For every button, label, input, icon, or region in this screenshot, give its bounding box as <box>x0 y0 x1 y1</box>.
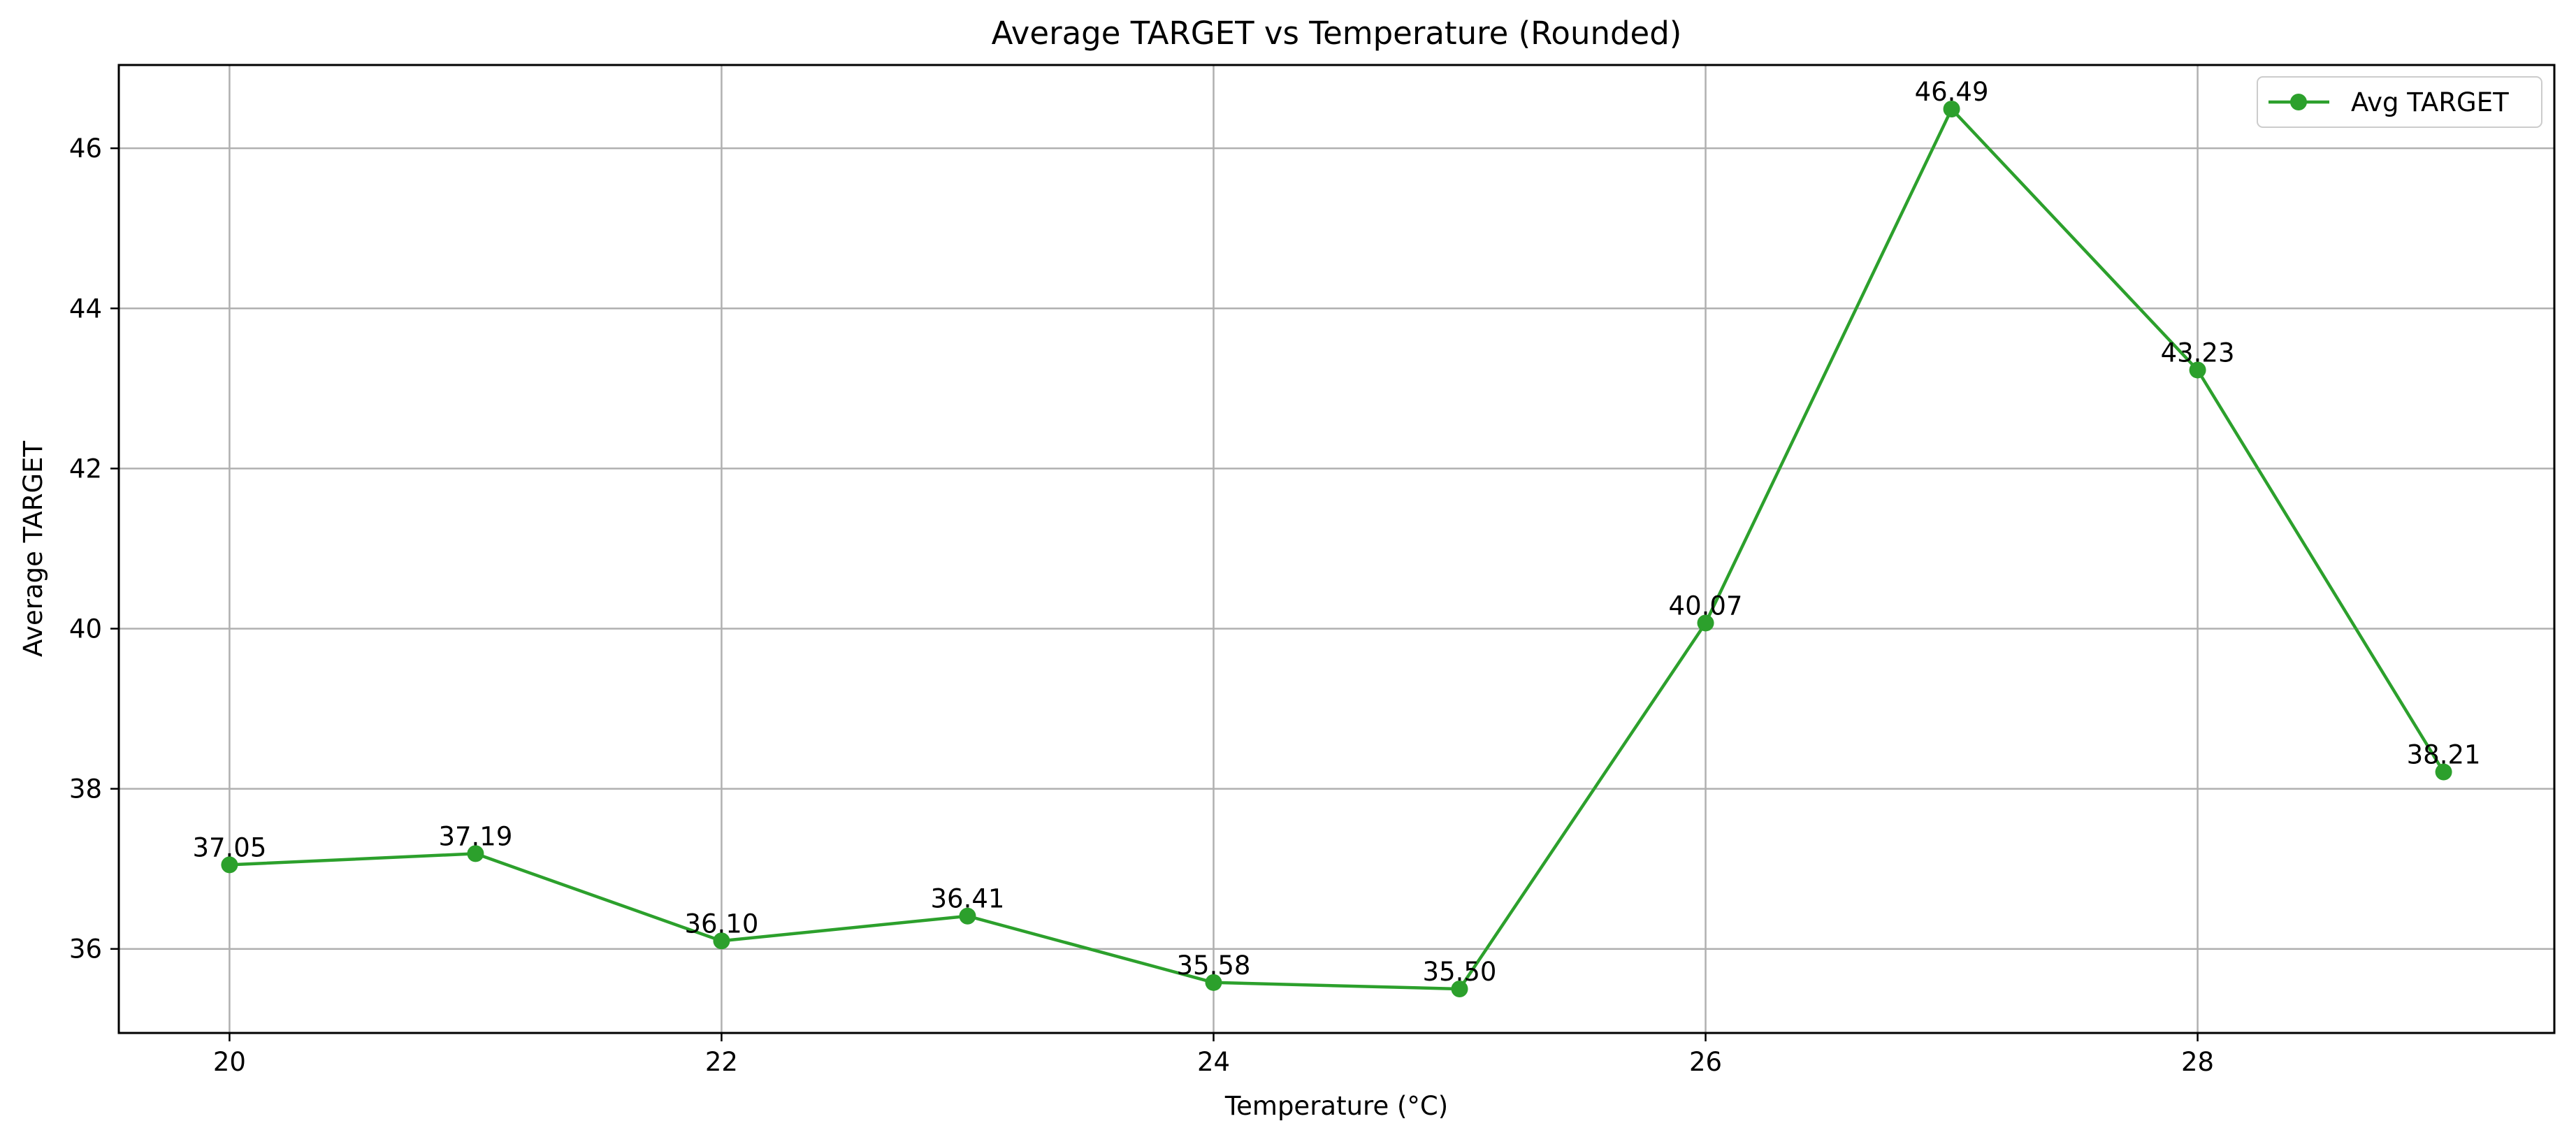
data-point <box>1205 974 1222 991</box>
x-tick-label: 20 <box>213 1047 246 1077</box>
x-tick-label: 26 <box>1689 1047 1722 1077</box>
y-tick-label: 40 <box>69 614 102 644</box>
data-point <box>467 845 484 862</box>
legend-box <box>2257 76 2542 128</box>
data-label: 40.07 <box>1669 591 1743 621</box>
data-point <box>2189 361 2206 379</box>
grid <box>119 65 2554 1033</box>
data-label: 36.41 <box>931 884 1005 914</box>
data-label: 35.50 <box>1423 957 1497 987</box>
legend: Avg TARGET <box>2257 76 2542 128</box>
y-tick-label: 46 <box>69 133 102 164</box>
x-tick-label: 22 <box>705 1047 738 1077</box>
data-label: 36.10 <box>684 909 758 939</box>
legend-marker-swatch <box>2290 94 2307 110</box>
data-label: 38.21 <box>2407 740 2481 770</box>
data-label: 35.58 <box>1177 951 1251 981</box>
y-axis-title: Average TARGET <box>18 441 48 657</box>
chart-title: Average TARGET vs Temperature (Rounded) <box>992 15 1682 52</box>
data-label: 37.19 <box>438 821 512 851</box>
x-axis-title: Temperature (°C) <box>1224 1091 1448 1121</box>
plot-frame <box>117 64 2556 1034</box>
data-point <box>1697 614 1714 632</box>
data-point <box>2435 763 2452 781</box>
data-label: 37.05 <box>192 832 266 862</box>
y-tick-label: 36 <box>69 934 102 964</box>
y-tick-label: 44 <box>69 294 102 324</box>
legend-label: Avg TARGET <box>2351 87 2509 117</box>
data-point <box>221 856 238 874</box>
y-tick-label: 38 <box>69 774 102 804</box>
data-point <box>959 907 976 925</box>
x-tick-label: 24 <box>1197 1047 1230 1077</box>
data-label: 43.23 <box>2161 338 2235 368</box>
series-group: 37.05 37.19 36.10 36.41 35.58 35.50 40.07 46.49… <box>192 77 2481 997</box>
axis-ticks: 20 22 24 26 28 36 38 40 42 44 46 <box>69 133 2214 1077</box>
series-line-avg-target <box>229 107 2445 991</box>
data-point <box>1943 101 1960 118</box>
data-point <box>713 932 730 950</box>
data-label: 46.49 <box>1915 77 1989 107</box>
data-point <box>1451 980 1468 997</box>
x-tick-label: 28 <box>2181 1047 2214 1077</box>
y-tick-label: 42 <box>69 454 102 484</box>
